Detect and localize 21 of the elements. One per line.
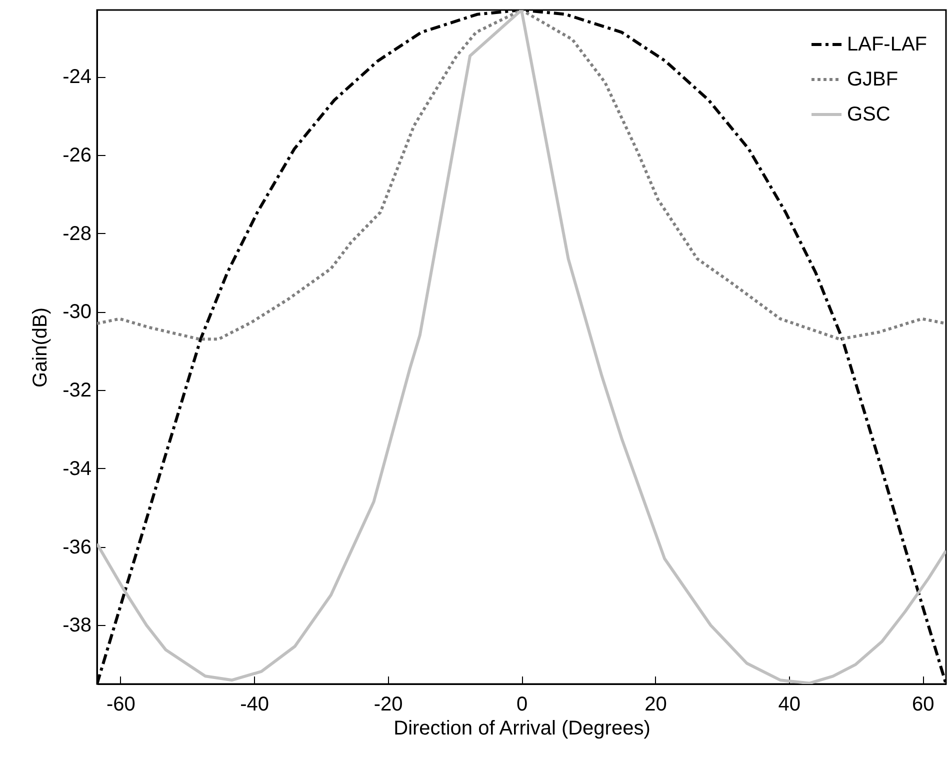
y-tick-label: -26 xyxy=(62,144,92,166)
x-tick-label: -20 xyxy=(374,694,403,716)
y-tick-label: -28 xyxy=(62,222,92,245)
x-tick-label: 40 xyxy=(778,694,801,716)
x-axis-title: Direction of Arrival (Degrees) xyxy=(394,718,650,740)
legend-label: GSC xyxy=(847,104,890,126)
line-series xyxy=(97,10,946,341)
y-tick-label: -32 xyxy=(62,380,92,402)
legend-label: LAF-LAF xyxy=(847,34,928,56)
y-tick-label: -34 xyxy=(62,458,92,480)
y-tick-label: -30 xyxy=(62,301,92,324)
y-axis-title: Gain(dB) xyxy=(30,307,52,388)
x-tick-label: 20 xyxy=(644,694,667,716)
y-tick-label: -36 xyxy=(62,536,92,558)
x-tick-label: 0 xyxy=(516,694,528,716)
x-tick-label: -60 xyxy=(106,694,136,716)
x-tick-label: -40 xyxy=(240,694,270,716)
x-tick-label: 60 xyxy=(912,694,934,716)
y-tick-label: -38 xyxy=(62,614,92,637)
y-tick-label: -24 xyxy=(62,66,92,88)
legend-label: GJBF xyxy=(847,68,898,90)
